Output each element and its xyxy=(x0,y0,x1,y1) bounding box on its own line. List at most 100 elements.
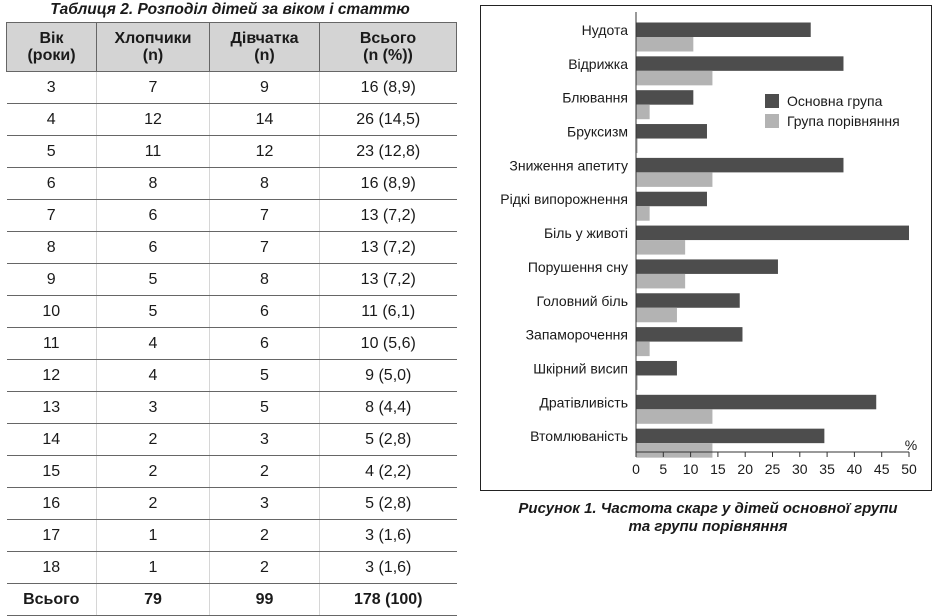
cell-age: 10 xyxy=(6,295,97,328)
cell-age: 16 xyxy=(6,487,97,520)
cell-girls: 2 xyxy=(209,519,320,552)
legend-box xyxy=(758,87,916,137)
cell-boys: 6 xyxy=(96,199,210,232)
complaints-bar-chart: Нудота Відрижка Блювання Бруксизм Зниження а… xyxy=(500,12,917,477)
cell-boys: 2 xyxy=(96,487,210,520)
table-row: 15 2 2 4 (2,2) xyxy=(6,455,457,488)
header-total: Всього (n (%)) xyxy=(319,22,457,72)
legend-label-0: Основна група xyxy=(787,93,883,109)
bar-comparison-3 xyxy=(636,138,638,154)
cell-boys: 6 xyxy=(96,231,210,264)
category-label: Біль у животі xyxy=(544,225,628,241)
cell-total: 5 (2,8) xyxy=(319,423,457,456)
x-tick-label: 35 xyxy=(819,461,835,477)
cell-boys: 7 xyxy=(96,71,210,104)
cell-girls: 6 xyxy=(209,327,320,360)
cell-total: 13 (7,2) xyxy=(319,199,457,232)
bar-comparison-7 xyxy=(636,273,686,289)
bar-main-12 xyxy=(636,428,825,444)
bar-main-6 xyxy=(636,225,909,241)
bar-comparison-10 xyxy=(636,375,638,390)
category-label: Рідкі випорожнення xyxy=(500,191,628,207)
figure-caption-line2: та групи порівняння xyxy=(628,518,788,535)
cell-girls: 8 xyxy=(209,167,320,200)
bar-comparison-6 xyxy=(636,240,686,255)
table-row: 17 1 2 3 (1,6) xyxy=(6,519,457,552)
figure-caption: Рисунок 1. Частота скарг у дітей основно… xyxy=(482,500,934,536)
bar-main-0 xyxy=(636,22,811,37)
cell-boys: 2 xyxy=(96,455,210,488)
cell-boys: 1 xyxy=(96,551,210,584)
table-row: 5 11 12 23 (12,8) xyxy=(6,135,457,168)
cell-girls: 3 xyxy=(209,423,320,456)
bar-comparison-0 xyxy=(636,37,694,52)
bar-comparison-9 xyxy=(636,341,650,357)
category-label: Відрижка xyxy=(568,56,628,72)
cell-girls: 9 xyxy=(209,71,320,104)
category-label: Блювання xyxy=(562,90,628,106)
header-age: Вік (роки) xyxy=(6,22,97,72)
cell-age: 8 xyxy=(6,231,97,264)
cell-total: 11 (6,1) xyxy=(319,295,457,328)
cell-age: 4 xyxy=(6,103,97,136)
cell-age: 5 xyxy=(6,135,97,168)
bar-main-9 xyxy=(636,327,743,342)
cell-girls: 3 xyxy=(209,487,320,520)
table-row: 3 7 9 16 (8,9) xyxy=(6,71,457,104)
cell-age: 11 xyxy=(6,327,97,360)
cell-boys: 8 xyxy=(96,167,210,200)
bar-main-5 xyxy=(636,191,707,207)
table-title: Таблиця 2. Розподіл дітей за віком і ста… xyxy=(50,1,410,18)
bar-comparison-12 xyxy=(636,443,713,458)
bar-main-10 xyxy=(636,360,677,376)
x-tick-label: 40 xyxy=(847,461,863,477)
bar-comparison-1 xyxy=(636,70,713,86)
table-row: 9 5 8 13 (7,2) xyxy=(6,263,457,296)
bar-comparison-2 xyxy=(636,104,650,120)
bar-main-1 xyxy=(636,56,844,71)
table-row: 4 12 14 26 (14,5) xyxy=(6,103,457,136)
table-total-row: Всього 79 99 178 (100) xyxy=(6,583,457,616)
x-tick-label: 5 xyxy=(659,461,667,477)
table-header-row: Вік (роки) Хлопчики (n) Дівчатка (n) Всього… xyxy=(6,22,457,72)
cell-girls: 14 xyxy=(209,103,320,136)
total-cell-age: Всього xyxy=(6,583,97,616)
total-cell-total: 178 (100) xyxy=(319,583,457,616)
cell-total: 9 (5,0) xyxy=(319,359,457,392)
bar-comparison-11 xyxy=(636,409,713,424)
cell-age: 14 xyxy=(6,423,97,456)
table-row: 13 3 5 8 (4,4) xyxy=(6,391,457,424)
cell-girls: 5 xyxy=(209,359,320,392)
cell-total: 10 (5,6) xyxy=(319,327,457,360)
table-row: 16 2 3 5 (2,8) xyxy=(6,487,457,520)
chart-frame: Нудота Відрижка Блювання Бруксизм Зниження а… xyxy=(480,5,932,491)
cell-girls: 2 xyxy=(209,455,320,488)
cell-boys: 12 xyxy=(96,103,210,136)
category-label: Шкірний висип xyxy=(533,360,628,376)
cell-age: 17 xyxy=(6,519,97,552)
bar-main-11 xyxy=(636,394,877,410)
cell-total: 23 (12,8) xyxy=(319,135,457,168)
table-row: 10 5 6 11 (6,1) xyxy=(6,295,457,328)
category-label: Нудота xyxy=(582,22,629,38)
cell-boys: 5 xyxy=(96,295,210,328)
cell-boys: 4 xyxy=(96,359,210,392)
cell-girls: 2 xyxy=(209,551,320,584)
legend-label-1: Група порівняння xyxy=(787,113,900,129)
cell-boys: 1 xyxy=(96,519,210,552)
table-row: 14 2 3 5 (2,8) xyxy=(6,423,457,456)
bar-comparison-4 xyxy=(636,172,713,187)
table-row: 12 4 5 9 (5,0) xyxy=(6,359,457,392)
cell-boys: 5 xyxy=(96,263,210,296)
cell-girls: 5 xyxy=(209,391,320,424)
age-sex-table: Вік (роки) Хлопчики (n) Дівчатка (n) Всього… xyxy=(6,22,457,616)
cell-total: 8 (4,4) xyxy=(319,391,457,424)
cell-age: 18 xyxy=(6,551,97,584)
cell-total: 3 (1,6) xyxy=(319,519,457,552)
cell-boys: 2 xyxy=(96,423,210,456)
table-row: 11 4 6 10 (5,6) xyxy=(6,327,457,360)
cell-total: 16 (8,9) xyxy=(319,71,457,104)
cell-total: 13 (7,2) xyxy=(319,231,457,264)
category-label: Запаморочення xyxy=(526,327,628,343)
cell-age: 13 xyxy=(6,391,97,424)
